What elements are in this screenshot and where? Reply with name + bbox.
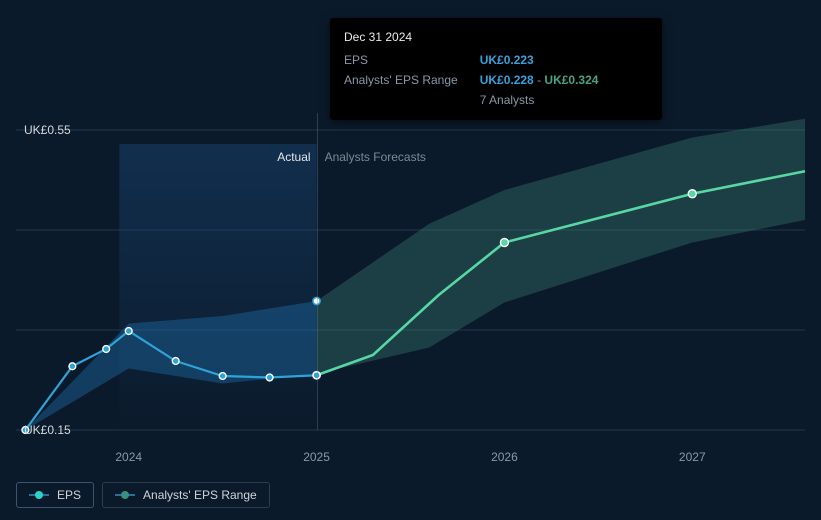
legend: EPS Analysts' EPS Range — [16, 482, 270, 508]
legend-item-range[interactable]: Analysts' EPS Range — [102, 482, 270, 508]
x-axis-label: 2027 — [679, 450, 706, 464]
x-axis-label: 2025 — [303, 450, 330, 464]
x-axis-label: 2026 — [491, 450, 518, 464]
eps-forecast-chart: UK£0.55 UK£0.15 2024202520262027 Actual … — [0, 0, 821, 520]
tooltip-analyst-count: 7 Analysts — [480, 93, 535, 107]
legend-label: Analysts' EPS Range — [143, 488, 257, 502]
y-axis-label: UK£0.15 — [24, 423, 71, 437]
tooltip-range-label: Analysts' EPS Range — [344, 70, 480, 90]
tooltip-range-low: UK£0.228 — [480, 73, 534, 87]
legend-item-eps[interactable]: EPS — [16, 482, 94, 508]
legend-swatch-range — [115, 490, 135, 500]
tooltip-range-dash: - — [534, 73, 545, 87]
chart-tooltip: Dec 31 2024 EPS UK£0.223 Analysts' EPS R… — [330, 18, 662, 120]
section-label-actual: Actual — [271, 150, 311, 164]
tooltip-eps-label: EPS — [344, 50, 480, 70]
legend-label: EPS — [57, 488, 81, 502]
y-axis-label: UK£0.55 — [24, 123, 71, 137]
tooltip-vertical-line — [317, 113, 318, 430]
tooltip-range-high: UK£0.324 — [544, 73, 598, 87]
section-label-forecast: Analysts Forecasts — [325, 150, 426, 164]
legend-swatch-eps — [29, 490, 49, 500]
tooltip-date: Dec 31 2024 — [344, 28, 648, 46]
tooltip-eps-value: UK£0.223 — [480, 53, 534, 67]
x-axis-label: 2024 — [115, 450, 142, 464]
